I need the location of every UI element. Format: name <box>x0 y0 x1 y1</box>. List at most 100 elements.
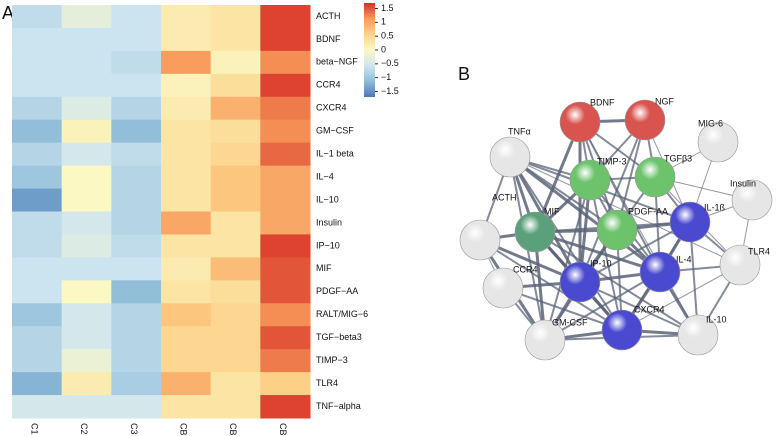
row-label: TGF−beta3 <box>316 332 362 342</box>
node-label: TNFα <box>508 126 531 136</box>
column-label: C3 <box>129 423 139 435</box>
row-label: Insulin <box>316 217 342 227</box>
heatmap-cell <box>61 349 112 373</box>
heatmap-cell <box>111 165 162 190</box>
heatmap-cell <box>12 280 63 304</box>
row-label: CCR4 <box>316 80 341 90</box>
heatmap-cell <box>260 96 311 121</box>
heatmap-cell <box>12 372 63 396</box>
heatmap-cell <box>161 5 212 29</box>
network-node <box>634 156 676 198</box>
heatmap-cell <box>111 50 162 75</box>
node-label: ACTH <box>492 192 517 202</box>
node-label: TGFβ3 <box>664 153 692 163</box>
heatmap-cell <box>210 372 261 396</box>
network-node <box>697 121 739 163</box>
heatmap-cell <box>61 395 112 419</box>
colorbar <box>364 3 375 97</box>
heatmap-cell <box>111 326 162 350</box>
row-label: BDNF <box>316 34 341 44</box>
heatmap-cell <box>111 234 162 258</box>
heatmap-cell <box>161 96 212 121</box>
colorbar-label: −1.5 <box>381 86 399 96</box>
heatmap-cell <box>12 27 63 52</box>
node-label: BDNF <box>590 97 615 107</box>
heatmap-cell <box>111 395 162 419</box>
node-label: MIF <box>544 206 560 216</box>
heatmap-cell <box>260 372 311 396</box>
heatmap-cell <box>161 165 212 190</box>
heatmap-cell <box>61 73 112 98</box>
colorbar-label: 1.5 <box>381 3 394 13</box>
heatmap-cell <box>210 73 261 98</box>
heatmap-cell <box>260 5 311 29</box>
heatmap-cell <box>210 50 261 75</box>
heatmap-cell <box>161 280 212 304</box>
node-label: PDGF-AA <box>628 206 668 216</box>
row-label: MIF <box>316 263 332 273</box>
heatmap-cell <box>210 119 261 144</box>
heatmap-cell <box>61 96 112 121</box>
panel-label: B <box>458 64 470 84</box>
node-label: IP-10 <box>590 258 612 268</box>
network-edge <box>621 264 741 331</box>
heatmap-cell <box>111 73 162 98</box>
heatmap-cell <box>210 234 261 258</box>
row-label: ACTH <box>316 11 341 21</box>
network-node <box>489 136 531 178</box>
node-label: IL-4 <box>676 254 692 264</box>
node-label: CXCR4 <box>634 304 665 314</box>
heatmap-cell <box>61 234 112 258</box>
network-node <box>559 261 601 303</box>
heatmap-cell <box>12 119 63 144</box>
heatmap-cell <box>161 234 212 258</box>
heatmap-cell <box>210 5 261 29</box>
row-label: IP−10 <box>316 240 340 250</box>
heatmap-cell <box>210 326 261 350</box>
heatmap-cell <box>161 257 212 281</box>
heatmap-cell <box>260 349 311 373</box>
heatmap-cell <box>12 211 63 235</box>
row-label: GM−CSF <box>316 126 354 136</box>
heatmap-cell <box>260 27 311 52</box>
network-node <box>524 319 566 361</box>
heatmap-cell <box>260 280 311 304</box>
heatmap-cell <box>260 50 311 75</box>
network-edge <box>579 281 699 336</box>
heatmap-cell <box>12 303 63 327</box>
heatmap-cell <box>61 372 112 396</box>
network-node <box>596 209 638 251</box>
node-label: MIG-6 <box>698 118 723 128</box>
network-node <box>569 159 611 201</box>
heatmap-cell <box>12 395 63 419</box>
row-label: RALT/MIG−6 <box>316 309 368 319</box>
heatmap-cell <box>161 27 212 52</box>
heatmap-cell <box>12 326 63 350</box>
heatmap-cell <box>12 73 63 98</box>
colorbar-label: −0.5 <box>381 58 399 68</box>
heatmap-cell <box>12 5 63 29</box>
heatmap-cell <box>161 188 212 212</box>
heatmap-cell <box>161 73 212 98</box>
heatmap-cell <box>260 211 311 235</box>
network-edge <box>544 271 661 341</box>
network-node <box>731 179 773 221</box>
heatmap-cell <box>12 142 63 167</box>
row-label: IL−10 <box>316 194 339 204</box>
panel-label: A <box>2 3 14 23</box>
heatmap-cell <box>12 234 63 258</box>
network-node <box>719 244 761 286</box>
network-edge <box>579 221 691 283</box>
heatmap-cell <box>260 303 311 327</box>
heatmap-cell <box>111 303 162 327</box>
heatmap-cell <box>161 372 212 396</box>
heatmap-cell <box>12 349 63 373</box>
heatmap-cell <box>111 280 162 304</box>
node-label: GM-CSF <box>552 317 588 327</box>
heatmap-cell <box>260 326 311 350</box>
network-node <box>639 251 681 293</box>
heatmap-cell <box>12 257 63 281</box>
heatmap-cell <box>12 165 63 190</box>
row-label: TIMP−3 <box>316 355 348 365</box>
